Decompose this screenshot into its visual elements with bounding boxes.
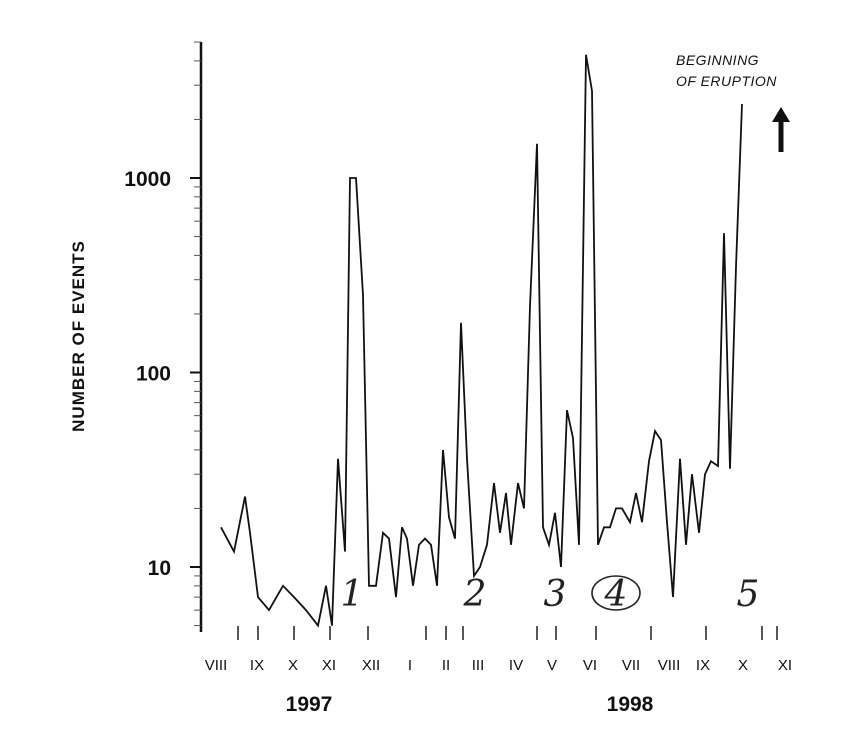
- annotation-line-1: BEGINNING: [676, 52, 759, 68]
- month-label-1: IX: [250, 657, 264, 674]
- y-tick-label-100: 100: [136, 363, 171, 386]
- annotation-line-2: OF ERUPTION: [676, 73, 777, 89]
- month-label-0: VIII: [205, 657, 228, 674]
- y-ticks: 10 100 1000: [124, 41, 201, 627]
- month-label-13: IX: [696, 657, 710, 674]
- swarm-label-4: 4: [604, 574, 628, 615]
- month-label-11: VII: [622, 657, 640, 674]
- swarm-label-5: 5: [737, 574, 760, 615]
- year-label-1998: 1998: [607, 693, 654, 716]
- month-label-9: V: [547, 657, 557, 674]
- y-axis-title: NUMBER OF EVENTS: [69, 240, 88, 432]
- month-label-12: VIII: [658, 657, 681, 674]
- swarm-label-2: 2: [463, 574, 487, 615]
- month-label-3: XI: [322, 657, 336, 674]
- x-ticks: [237, 626, 778, 640]
- year-label-1997: 1997: [286, 693, 333, 716]
- month-label-6: II: [442, 657, 450, 674]
- month-label-8: IV: [509, 657, 523, 674]
- month-label-4: XII: [362, 657, 380, 674]
- month-label-5: I: [408, 657, 412, 674]
- month-label-2: X: [288, 657, 298, 674]
- swarm-label-3: 3: [544, 574, 567, 615]
- month-label-14: X: [738, 657, 748, 674]
- month-label-7: III: [472, 657, 485, 674]
- series-line: [220, 54, 743, 628]
- month-label-15: XI: [778, 657, 792, 674]
- y-tick-label-1000: 1000: [124, 168, 171, 191]
- arrow-up-icon: [772, 107, 790, 152]
- swarm-label-1: 1: [341, 574, 364, 615]
- month-label-10: VI: [583, 657, 597, 674]
- y-tick-label-10: 10: [148, 557, 171, 580]
- swarm-4-circle: [591, 575, 641, 611]
- month-labels: VIII IX X XI XII I II III IV V VI VII VIII IX X XI: [205, 657, 792, 674]
